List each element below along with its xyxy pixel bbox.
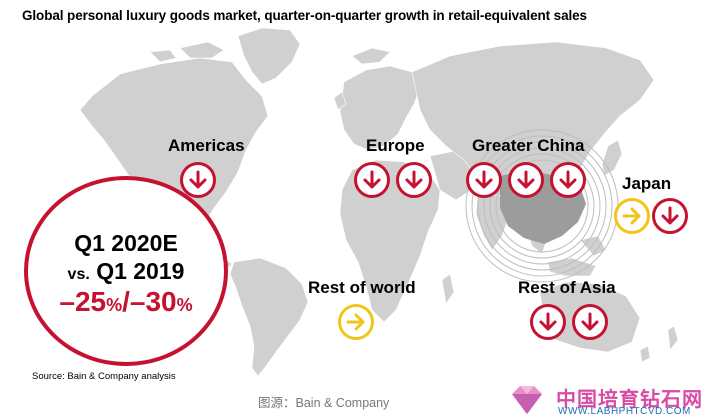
region-label-rest-of-world: Rest of world [308, 278, 416, 297]
right-arrow-icon [338, 304, 374, 340]
region-label-japan: Japan [622, 174, 672, 193]
summary-pct-low: % [106, 295, 123, 315]
summary-baseline: Q1 2019 [96, 258, 185, 284]
watermark-site-name: 中国培育钻石网 [556, 389, 703, 411]
region-label-americas: Americas [168, 136, 245, 155]
region-label-europe: Europe [366, 136, 425, 155]
region-label-greater-china: Greater China [472, 136, 585, 155]
source-note: Source: Bain & Company analysis [32, 371, 176, 382]
down-arrow-icon [180, 162, 216, 198]
down-arrow-icon [396, 162, 432, 198]
right-arrow-icon [614, 198, 650, 234]
watermark-url: WWW.LABHPHTCVD.COM [558, 406, 691, 417]
summary-separator: / [122, 286, 130, 317]
summary-pct-high: % [176, 295, 193, 315]
down-arrow-icon [550, 162, 586, 198]
summary-range-low: –25 [59, 286, 107, 317]
summary-growth-range: –25%/–30% [28, 286, 224, 318]
summary-period: Q1 2020E [74, 230, 178, 256]
image-caption: 图源：Bain & Company [258, 396, 390, 410]
down-arrow-icon [572, 304, 608, 340]
summary-range-high: –30 [129, 286, 177, 317]
chart-title: Global personal luxury goods market, qua… [22, 8, 587, 23]
down-arrow-icon [530, 304, 566, 340]
summary-circle: Q1 2020E vs. Q1 2019 –25%/–30% [24, 176, 228, 366]
summary-vs: vs. [67, 266, 90, 283]
region-label-rest-of-asia: Rest of Asia [518, 278, 616, 297]
summary-baseline-line: vs. Q1 2019 [28, 258, 224, 285]
down-arrow-icon [466, 162, 502, 198]
down-arrow-icon [354, 162, 390, 198]
diamond-logo-icon [512, 386, 542, 414]
down-arrow-icon [508, 162, 544, 198]
down-arrow-icon [652, 198, 688, 234]
